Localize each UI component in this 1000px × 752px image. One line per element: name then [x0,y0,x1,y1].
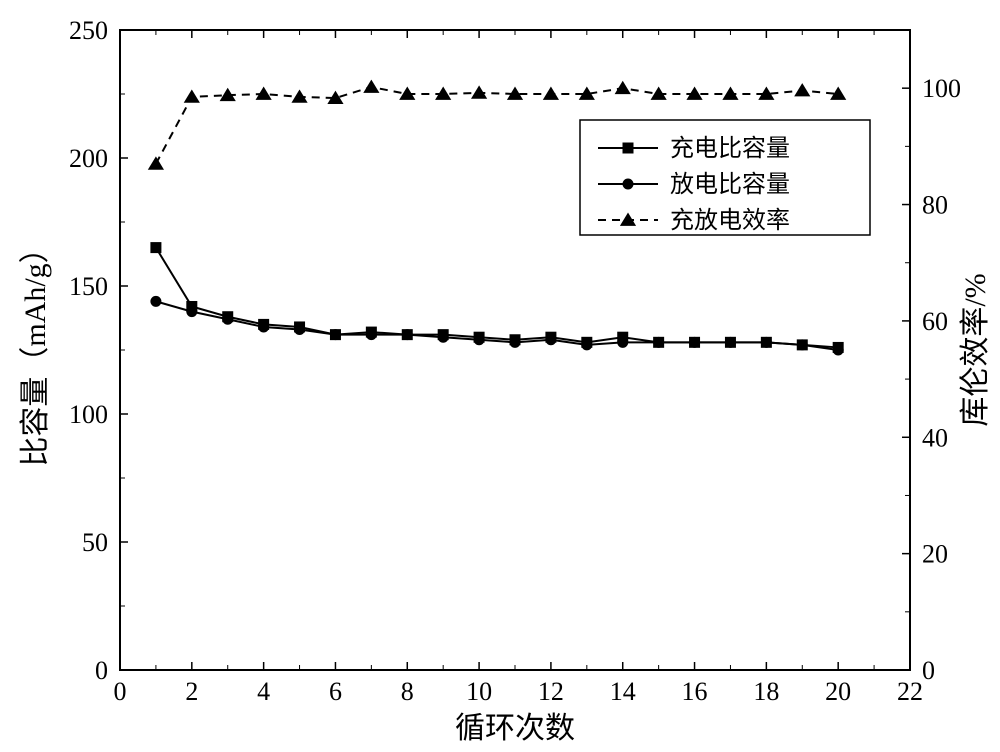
x-tick-label: 2 [185,677,198,706]
series-line-charge_capacity [156,248,838,348]
x-tick-label: 6 [329,677,342,706]
y-right-tick-label: 60 [922,307,948,336]
chart-svg: 0246810121416182022050100150200250020406… [0,0,1000,752]
x-tick-label: 0 [114,677,127,706]
y-right-axis-label: 库伦效率/% [959,273,992,426]
y-left-tick-label: 100 [69,400,108,429]
x-axis-label: 循环次数 [455,712,575,745]
legend-label: 放电比容量 [670,171,790,198]
x-tick-label: 18 [753,677,779,706]
y-left-tick-label: 0 [95,656,108,685]
y-left-tick-label: 250 [69,16,108,45]
y-right-tick-label: 0 [922,656,935,685]
y-right-tick-label: 80 [922,191,948,220]
x-tick-label: 14 [610,677,636,706]
x-tick-label: 22 [897,677,923,706]
y-left-tick-label: 50 [82,528,108,557]
y-left-axis-label: 比容量（mAh/g） [19,233,52,466]
x-tick-label: 16 [682,677,708,706]
y-right-tick-label: 100 [922,74,961,103]
x-tick-label: 8 [401,677,414,706]
chart-container: 0246810121416182022050100150200250020406… [0,0,1000,752]
y-right-tick-label: 40 [922,423,948,452]
legend-label: 充放电效率 [670,207,790,234]
y-left-tick-label: 200 [69,144,108,173]
x-tick-label: 20 [825,677,851,706]
x-tick-label: 4 [257,677,270,706]
y-left-tick-label: 150 [69,272,108,301]
x-tick-label: 10 [466,677,492,706]
series-markers-charge_capacity [151,243,843,353]
legend-label: 充电比容量 [670,135,790,162]
y-right-tick-label: 20 [922,540,948,569]
x-tick-label: 12 [538,677,564,706]
